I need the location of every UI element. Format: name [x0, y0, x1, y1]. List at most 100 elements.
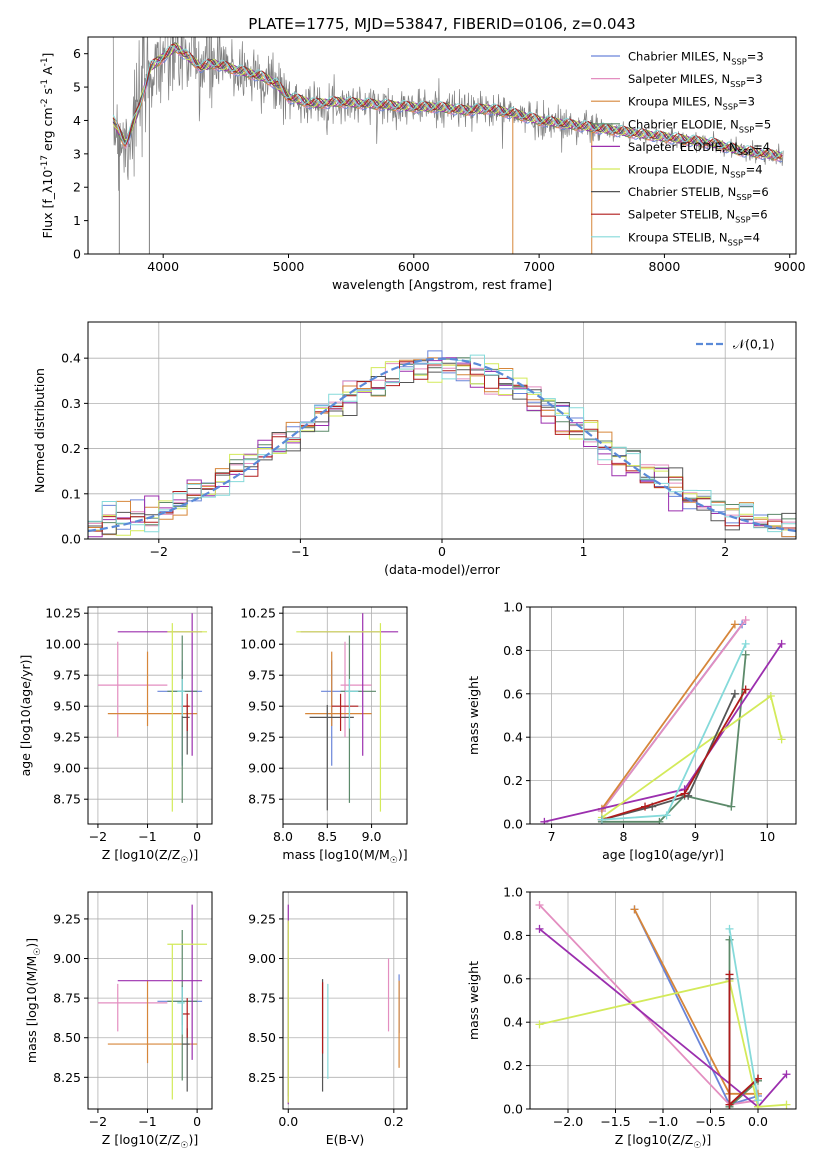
x-tick-label: −2 [150, 544, 168, 559]
legend-label: Salpeter ELODIE, NSSP​=4 [628, 140, 770, 157]
axes-frame [87, 606, 213, 825]
plot-area [540, 616, 786, 824]
mass-weight-marker [777, 639, 786, 648]
x-axis-label: wavelength [Angstrom, rest frame] [332, 277, 552, 292]
mass-weight-line [544, 643, 783, 823]
y-tick-label: 0.4 [61, 351, 81, 366]
y-tick-label: 9.50 [53, 699, 81, 714]
mass-weight-marker [630, 905, 639, 914]
x-tick-label: 0 [193, 829, 201, 844]
mass-weight-marker [754, 1074, 762, 1083]
model-spectrum-line [112, 45, 783, 158]
panel-mass_vs_ebv: 0.0 0.2 8.25 8.50 8.75 9.00 9.25 E(B-V) [248, 891, 408, 1147]
x-tick-label: 1 [580, 544, 588, 559]
mass-weight-marker [540, 817, 549, 824]
mass-weight-line [601, 623, 736, 810]
x-tick-label: 0.2 [384, 1114, 404, 1129]
x-axis-label: (data-model)/error [384, 562, 501, 577]
x-tick-label: 8 [619, 829, 627, 844]
y-tick-label: 9.00 [248, 761, 276, 776]
legend-label: Chabrier STELIB, NSSP​=6 [628, 185, 769, 202]
x-tick-label: 6000 [398, 259, 430, 274]
x-tick-label: −0.5 [695, 1114, 725, 1129]
mass-weight-line [538, 904, 759, 1106]
y-tick-label: 8.50 [248, 1030, 276, 1045]
normal-reference-curve [88, 357, 796, 533]
x-tick-label: 9000 [774, 259, 806, 274]
y-tick-label: 9.00 [53, 951, 81, 966]
model-spectrum-line [112, 45, 783, 159]
y-tick-label: 0.0 [503, 817, 523, 832]
x-tick-label: 0.0 [748, 1114, 768, 1129]
plot-area [88, 350, 796, 538]
mass-weight-marker [741, 685, 750, 694]
y-axis-label: mass weight [466, 961, 481, 1040]
x-tick-label: 7000 [523, 259, 555, 274]
x-tick-label: 9.0 [362, 829, 382, 844]
x-tick-label: 5000 [273, 259, 305, 274]
mass-weight-marker [727, 802, 736, 811]
y-tick-label: 8.75 [248, 792, 276, 807]
x-tick-label: −2 [89, 1114, 107, 1129]
mass-weight-marker [725, 924, 734, 933]
mass-weight-marker [730, 689, 739, 698]
mass-weight-marker [777, 735, 786, 744]
mass-weight-marker [662, 811, 671, 820]
y-tick-label: 0.8 [503, 643, 523, 658]
mass-weight-line [601, 694, 783, 819]
panel-residuals: −2 −1 0 1 2 0.0 0.1 0.2 0.3 0.4 (data-model)/error… [32, 321, 797, 577]
y-axis-label: Flux [f_λ10-17​ erg cm-2​ s-1​ A-1​] [40, 53, 55, 239]
x-tick-label: 2 [721, 544, 729, 559]
x-tick-label: 9 [691, 829, 699, 844]
y-tick-label: 0.2 [61, 441, 81, 456]
y-tick-label: 9.75 [248, 668, 276, 683]
plot-area [535, 901, 791, 1109]
mass-weight-marker [535, 924, 544, 933]
y-tick-label: 5 [73, 80, 81, 95]
x-axis-label: Z [log10(Z/Z☉​)] [102, 847, 198, 866]
mass-weight-line [633, 908, 758, 1095]
legend-label: Chabrier ELODIE, NSSP​=5 [628, 117, 771, 134]
mass-weight-line [728, 928, 759, 1101]
x-axis-label: E(B-V) [326, 1132, 365, 1147]
mass-weight-marker [766, 691, 775, 700]
x-tick-label: 4000 [147, 259, 179, 274]
y-tick-label: 8.25 [53, 1070, 81, 1085]
y-tick-label: 8.75 [248, 991, 276, 1006]
mass-weight-marker [782, 1070, 791, 1079]
axes-frame [529, 606, 797, 825]
mass-weight-marker [535, 901, 544, 910]
mass-weight-marker [680, 789, 689, 798]
x-tick-label: 0.0 [278, 1114, 298, 1129]
x-axis-label: Z [log10(Z/Z☉​)] [615, 1132, 711, 1151]
y-tick-label: 0.4 [503, 1015, 523, 1030]
mass-weight-line [601, 619, 747, 812]
mass-weight-marker [641, 802, 650, 811]
y-tick-label: 10.00 [45, 637, 81, 652]
legend: 𝒩(0,1) [696, 337, 775, 352]
x-tick-label: −2 [89, 829, 107, 844]
panel-mass_weight_vs_age: 7 8 9 10 0.0 0.2 0.4 0.6 0.8 1.0 age [log10(age/yr… [466, 600, 797, 862]
x-tick-label: −1 [291, 544, 309, 559]
mass-weight-marker [730, 620, 739, 629]
x-tick-label: −1 [138, 829, 156, 844]
legend-label: Salpeter STELIB, NSSP​=6 [628, 208, 768, 225]
mass-weight-marker [741, 650, 750, 659]
y-tick-label: 10.25 [240, 606, 276, 621]
y-tick-label: 3 [73, 146, 81, 161]
x-tick-label: 8.0 [273, 829, 293, 844]
y-axis-label: Normed distribution [32, 368, 47, 493]
legend: Chabrier MILES, NSSP​=3 Salpeter MILES, N… [591, 50, 771, 247]
y-axis-label: mass [log10(M/M☉​)] [24, 938, 43, 1063]
mass-weight-marker [741, 639, 750, 648]
y-tick-label: 9.75 [53, 668, 81, 683]
mass-weight-line [601, 693, 736, 821]
y-tick-label: 9.25 [53, 730, 81, 745]
y-tick-label: 8.75 [53, 991, 81, 1006]
x-tick-label: 7 [548, 829, 556, 844]
legend-label: Kroupa STELIB, NSSP​=4 [628, 230, 760, 247]
y-axis-label: mass weight [466, 676, 481, 755]
y-tick-label: 8.50 [53, 1030, 81, 1045]
y-tick-label: 0.8 [503, 928, 523, 943]
x-tick-label: 0 [193, 1114, 201, 1129]
